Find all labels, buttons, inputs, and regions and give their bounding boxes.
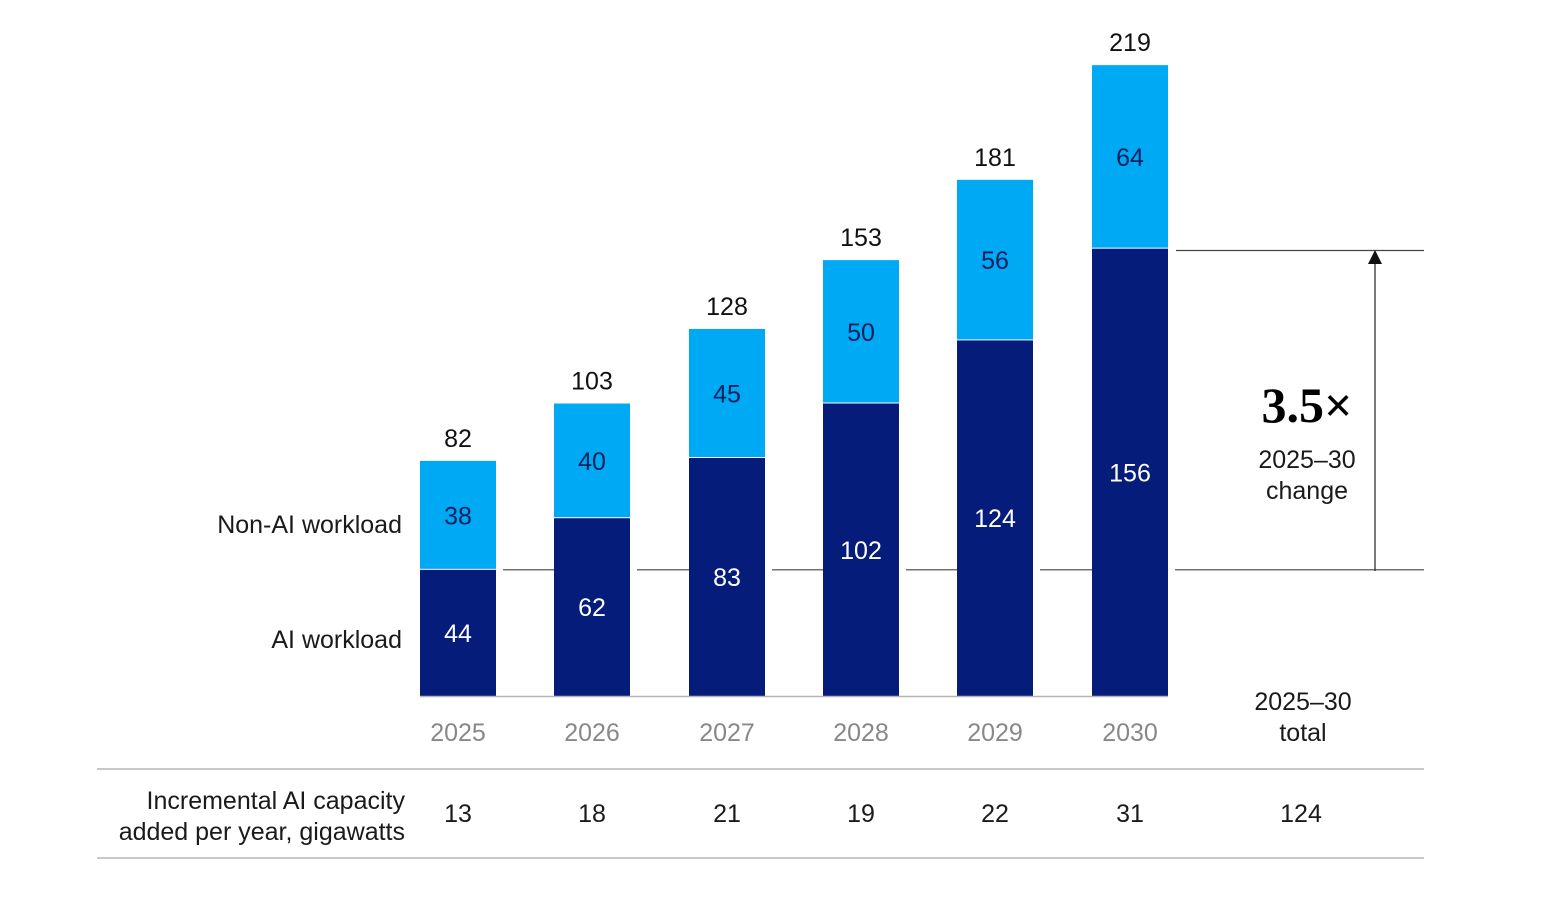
total-header-word: total <box>1279 719 1326 747</box>
legend-non-ai-workload: Non-AI workload <box>217 511 402 539</box>
label-ai-2027: 83 <box>713 564 741 592</box>
label-ai-2028: 102 <box>840 537 882 565</box>
label-ai-2026: 62 <box>578 594 606 622</box>
bar-ai-2027 <box>689 457 765 696</box>
bar-non-ai-2030 <box>1092 65 1168 248</box>
change-label-word: change <box>1266 477 1348 505</box>
bar-non-ai-2026 <box>554 403 630 518</box>
label-non-ai-2028: 50 <box>847 319 875 347</box>
label-non-ai-2025: 38 <box>444 502 472 530</box>
table-row-label-line2: added per year, gigawatts <box>119 818 405 846</box>
label-total-2027: 128 <box>706 293 748 321</box>
bar-non-ai-2029 <box>957 179 1033 340</box>
label-non-ai-2030: 64 <box>1116 144 1144 172</box>
change-multiplier: 3.5× <box>1262 377 1353 433</box>
table-value-2027: 21 <box>713 800 741 828</box>
label-total-2028: 153 <box>840 224 882 252</box>
bar-non-ai-2028 <box>823 260 899 403</box>
table-row-label-line1: Incremental AI capacity <box>147 787 406 815</box>
table-value-2030: 31 <box>1116 800 1144 828</box>
x-tick-2029: 2029 <box>967 719 1023 747</box>
label-total-2030: 219 <box>1109 29 1151 57</box>
total-header-years: 2025–30 <box>1254 688 1351 716</box>
label-non-ai-2029: 56 <box>981 247 1009 275</box>
bar-non-ai-2027 <box>689 328 765 457</box>
table-value-2029: 22 <box>981 800 1009 828</box>
bar-ai-2029 <box>957 340 1033 696</box>
label-non-ai-2026: 40 <box>578 448 606 476</box>
x-tick-2030: 2030 <box>1102 719 1158 747</box>
bar-ai-2025 <box>420 569 496 696</box>
label-total-2029: 181 <box>974 144 1016 172</box>
table-value-2025: 13 <box>444 800 472 828</box>
total-labels-group: 82 103 128 153 181 219 <box>444 29 1151 453</box>
x-tick-2027: 2027 <box>699 719 755 747</box>
segment-labels-group: 44 38 62 40 83 45 102 50 124 56 156 64 <box>444 144 1151 648</box>
table-values-group: 13 18 21 19 22 31 <box>444 800 1144 828</box>
table-total-value: 124 <box>1280 800 1322 828</box>
bar-non-ai-2025 <box>420 460 496 569</box>
x-tick-2025: 2025 <box>430 719 486 747</box>
x-tick-2026: 2026 <box>564 719 620 747</box>
table-value-2028: 19 <box>847 800 875 828</box>
label-ai-2030: 156 <box>1109 459 1151 487</box>
x-tick-2028: 2028 <box>833 719 889 747</box>
bars-group <box>420 65 1168 696</box>
bar-ai-2030 <box>1092 248 1168 696</box>
label-non-ai-2027: 45 <box>713 380 741 408</box>
table-value-2026: 18 <box>578 800 606 828</box>
label-total-2026: 103 <box>571 368 613 396</box>
change-label-years: 2025–30 <box>1258 446 1355 474</box>
bar-ai-2026 <box>554 518 630 696</box>
legend-ai-workload: AI workload <box>271 626 402 654</box>
bar-ai-2028 <box>823 403 899 696</box>
label-ai-2029: 124 <box>974 505 1016 533</box>
year-labels-group: 2025 2026 2027 2028 2029 2030 <box>430 719 1158 747</box>
label-ai-2025: 44 <box>444 620 472 648</box>
change-arrow-head <box>1368 250 1382 264</box>
label-total-2025: 82 <box>444 425 472 453</box>
